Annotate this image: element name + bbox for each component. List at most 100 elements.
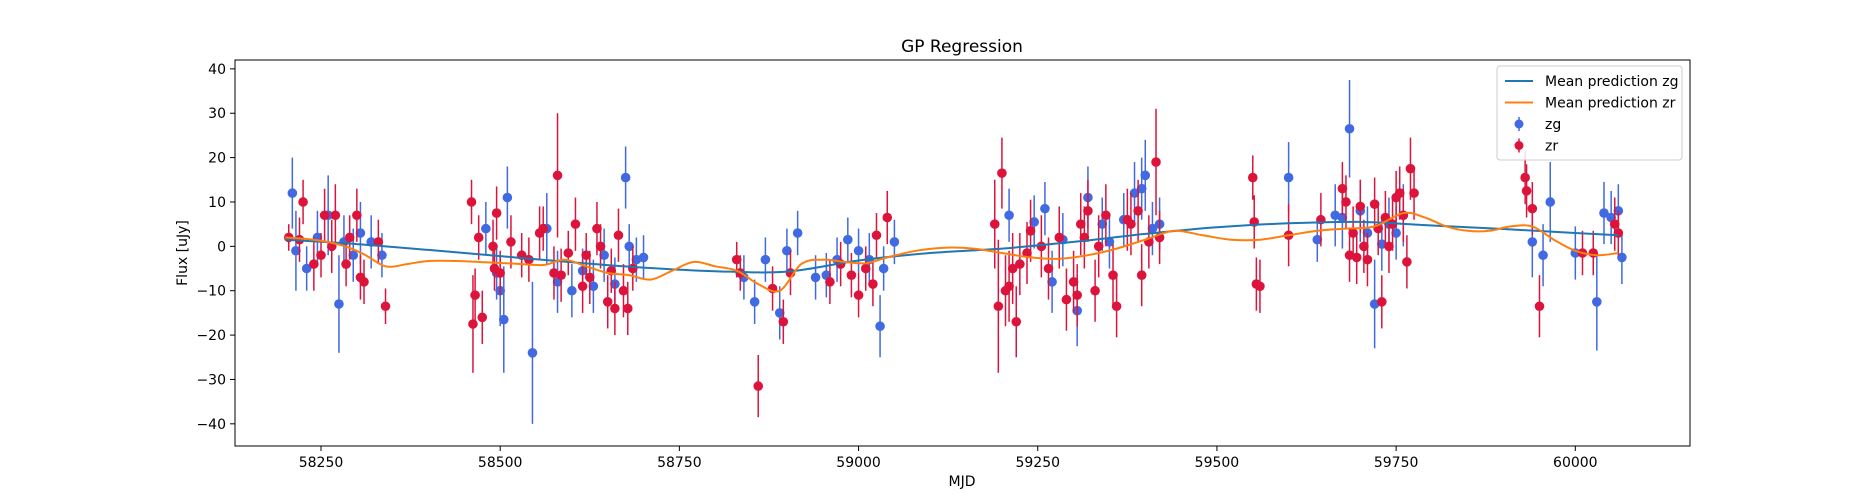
zr-point (309, 259, 319, 269)
zg-point (355, 228, 366, 238)
zr-point (1093, 241, 1104, 252)
zg-point (624, 241, 635, 252)
zr-point (373, 237, 384, 247)
legend-box (1496, 65, 1683, 161)
y-tick-label: 10 (208, 195, 226, 211)
zr-point (1108, 270, 1118, 280)
axes: 58250 58500 58750 59000 59250 59500 59750 60000… (196, 59, 1691, 471)
zg-point (1617, 252, 1627, 263)
zr-point (1369, 199, 1380, 209)
zg-point (588, 281, 599, 292)
zg-point (1283, 172, 1294, 183)
zg-point (481, 223, 491, 234)
zr-point (1527, 203, 1538, 214)
zg-point (1538, 250, 1548, 261)
x-axis-label: MJD (949, 474, 976, 490)
zr-point (1402, 257, 1412, 267)
zr-point (556, 270, 566, 280)
legend-swatch-marker (1514, 119, 1524, 129)
zr-point (352, 210, 362, 221)
zr-point (1068, 277, 1079, 287)
zg-point (1391, 228, 1401, 238)
zr-point (380, 301, 391, 312)
zr-point (538, 223, 549, 234)
zr-point (868, 279, 878, 289)
zr-point (1588, 248, 1599, 258)
zr-point (1394, 188, 1405, 198)
zr-point (825, 277, 835, 287)
zr-point (1384, 241, 1394, 252)
axes-frame (234, 59, 1691, 447)
chart-title: GP Regression (901, 37, 1023, 57)
zr-point (1083, 206, 1093, 216)
zg-point (760, 254, 771, 265)
zg-point (843, 234, 853, 245)
zg-point (1527, 237, 1538, 247)
zr-point (1255, 281, 1265, 292)
zr-point (488, 241, 498, 252)
zr-point (1011, 316, 1022, 327)
x-tick-label: 58250 (299, 455, 344, 471)
x-tick-label: 60000 (1553, 455, 1598, 471)
zg-point (1040, 203, 1050, 214)
zr-point (1409, 188, 1419, 198)
zr-point (1609, 219, 1620, 229)
zg-point (527, 348, 538, 358)
zr-point (1247, 172, 1258, 183)
zg-point (875, 321, 885, 332)
zr-point (993, 301, 1004, 312)
zr-point (470, 290, 480, 300)
zr-point (1534, 301, 1545, 312)
zg-point (620, 172, 631, 183)
x-tick-label: 59500 (1195, 455, 1240, 471)
zg-point (599, 250, 609, 261)
zr-point (846, 270, 857, 280)
zr-point (1348, 228, 1358, 238)
zg-point (291, 245, 301, 256)
y-axis-label: Flux [uJy] (175, 220, 191, 286)
zr-point (1072, 290, 1082, 300)
zg-point (638, 252, 649, 263)
zg-point (792, 228, 803, 238)
zr-point (853, 290, 864, 300)
zr-point (753, 381, 764, 391)
zg-point (1129, 188, 1140, 198)
zg-point (1097, 219, 1108, 229)
x-tick-label: 58500 (478, 455, 523, 471)
zr-point (613, 230, 624, 241)
zr-point (1126, 219, 1136, 229)
zg-point (1337, 212, 1348, 223)
x-tick-label: 59750 (1374, 455, 1419, 471)
zr-point (1359, 241, 1369, 252)
y-tick-label: −10 (196, 284, 226, 300)
zg-point (1029, 217, 1039, 227)
zr-point (1061, 294, 1072, 305)
zg-point (377, 250, 387, 261)
zr-point (298, 197, 308, 207)
zr-point (1004, 281, 1014, 292)
zr-point (316, 250, 326, 261)
zr-point (778, 316, 789, 327)
legend-label: Mean prediction zr (1545, 96, 1676, 112)
zg-point (810, 272, 821, 283)
zg-point (1545, 197, 1556, 207)
zr-point (1376, 297, 1387, 307)
zr-point (477, 312, 488, 323)
zr-point (1136, 270, 1147, 280)
zr-point (602, 297, 613, 307)
zg-point (1344, 123, 1355, 134)
y-tick-label: 40 (208, 62, 226, 78)
zg-point (1312, 234, 1323, 245)
zg-point (749, 297, 760, 307)
zr-point (570, 219, 581, 229)
zg-point (1140, 170, 1151, 181)
zr-point (595, 241, 606, 252)
legend: Mean prediction zg Mean prediction zr zg zr (1496, 65, 1683, 161)
zg-point (1004, 210, 1014, 221)
zr-point (1520, 172, 1530, 183)
zr-point (495, 268, 505, 278)
zr-point (1351, 252, 1362, 263)
zg-point (502, 192, 513, 203)
zr-point (1054, 232, 1065, 243)
zr-point (997, 168, 1007, 178)
